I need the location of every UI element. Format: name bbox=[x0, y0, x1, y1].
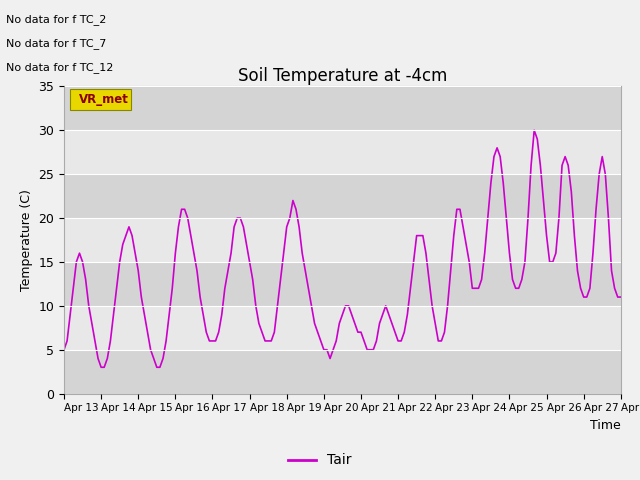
Line: Tair: Tair bbox=[64, 130, 621, 367]
Text: No data for f TC_12: No data for f TC_12 bbox=[6, 62, 114, 73]
Bar bbox=[64, 86, 621, 130]
Tair bbox=[147, 347, 154, 353]
Bar bbox=[64, 306, 621, 350]
X-axis label: Time: Time bbox=[590, 419, 621, 432]
Tair bbox=[330, 347, 337, 353]
Text: No data for f TC_7: No data for f TC_7 bbox=[6, 38, 107, 49]
Tair bbox=[109, 312, 117, 317]
Tair bbox=[531, 127, 538, 133]
Bar bbox=[64, 350, 621, 394]
Tair bbox=[218, 312, 226, 317]
Legend: Tair: Tair bbox=[283, 448, 357, 473]
Bar bbox=[64, 174, 621, 218]
Bar bbox=[64, 218, 621, 262]
Bar bbox=[64, 262, 621, 306]
Text: No data for f TC_2: No data for f TC_2 bbox=[6, 14, 107, 25]
Tair bbox=[97, 364, 105, 370]
Y-axis label: Temperature (C): Temperature (C) bbox=[20, 189, 33, 291]
Tair bbox=[332, 338, 340, 344]
Tair bbox=[60, 347, 68, 353]
Title: Soil Temperature at -4cm: Soil Temperature at -4cm bbox=[237, 67, 447, 85]
Text: VR_met: VR_met bbox=[79, 93, 129, 106]
Tair bbox=[524, 215, 532, 221]
Tair bbox=[617, 294, 625, 300]
Bar bbox=[64, 130, 621, 174]
